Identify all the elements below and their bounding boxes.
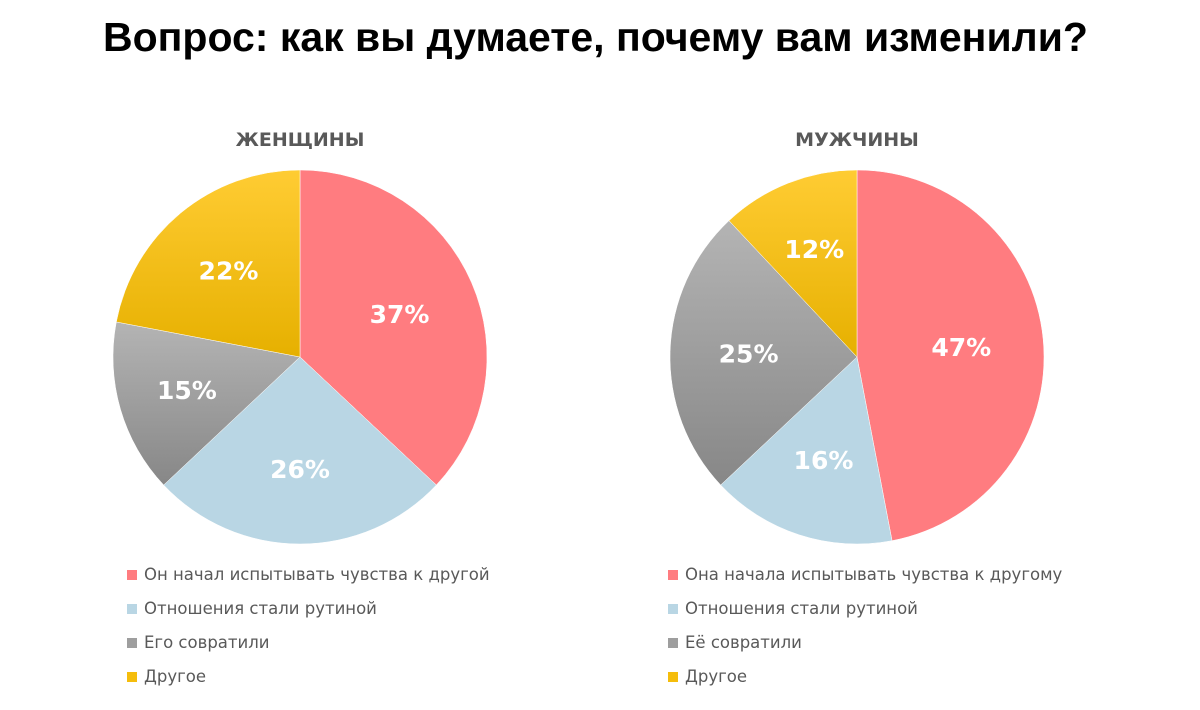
slice-label-other-feelings: 37% <box>370 300 430 329</box>
legend-label-routine: Отношения стали рутиной <box>144 599 377 618</box>
pie-chart-women: ЖЕНЩИНЫ 37% 26% 15% 22% Он начал испытывать ч… <box>112 129 490 686</box>
pie-slice-seduced <box>669 220 858 486</box>
slice-label-other-feelings: 47% <box>931 333 991 362</box>
legend-swatch-other <box>127 672 137 682</box>
slice-label-other: 22% <box>199 257 259 286</box>
legend-label-other-feelings: Он начал испытывать чувства к другой <box>144 565 490 584</box>
pie-slice-other-feelings <box>856 169 1045 541</box>
pie-slice-other <box>728 169 858 358</box>
pie-slice-seduced <box>112 321 301 486</box>
legend-swatch-seduced <box>127 638 137 648</box>
legend-label-other: Другое <box>685 667 747 686</box>
slice-label-seduced: 25% <box>719 340 779 369</box>
pie-chart-men: МУЖЧИНЫ 47% 16% 25% 12% Она начала испытывать… <box>668 129 1063 686</box>
slice-label-routine: 16% <box>794 446 854 475</box>
legend-label-other: Другое <box>144 667 206 686</box>
chart-title: ЖЕНЩИНЫ <box>236 129 365 151</box>
pie-slice-routine <box>720 356 893 545</box>
legend-label-other-feelings: Она начала испытывать чувства к другому <box>685 565 1063 584</box>
legend-swatch-routine <box>668 604 678 614</box>
page-title: Вопрос: как вы думаете, почему вам измен… <box>103 14 1088 60</box>
pie-slice-routine <box>163 356 437 545</box>
legend-swatch-other-feelings <box>127 570 137 580</box>
slice-label-seduced: 15% <box>157 376 217 405</box>
legend-swatch-seduced <box>668 638 678 648</box>
legend-swatch-other-feelings <box>668 570 678 580</box>
pie-slice-other <box>116 169 301 358</box>
legend-label-seduced: Его совратили <box>144 633 270 652</box>
slice-label-routine: 26% <box>270 455 330 484</box>
legend-label-seduced: Её совратили <box>685 633 802 652</box>
legend-swatch-routine <box>127 604 137 614</box>
pie-slice-other-feelings <box>299 169 488 486</box>
slice-label-other: 12% <box>784 235 844 264</box>
legend-label-routine: Отношения стали рутиной <box>685 599 918 618</box>
legend-swatch-other <box>668 672 678 682</box>
chart-title: МУЖЧИНЫ <box>795 129 919 151</box>
